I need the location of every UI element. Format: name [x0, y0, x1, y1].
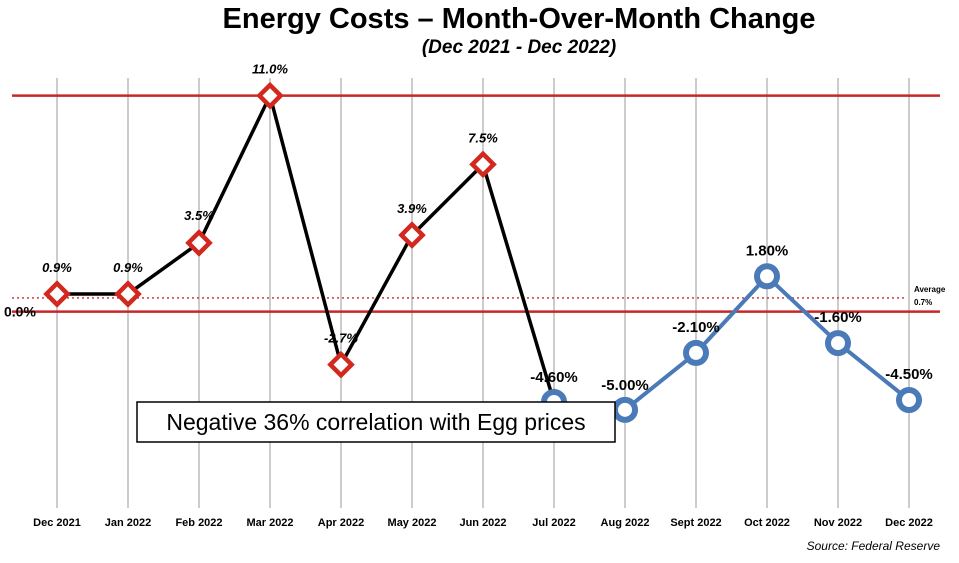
series-line — [57, 93, 556, 403]
ring-marker — [896, 387, 922, 414]
data-label: 11.0% — [252, 62, 288, 77]
data-label: 0.9% — [113, 260, 143, 275]
chart-subtitle: (Dec 2021 - Dec 2022) — [422, 37, 616, 58]
data-label: -4.60% — [530, 369, 578, 386]
x-tick-label: Apr 2022 — [318, 517, 364, 529]
ring-marker — [825, 330, 851, 357]
ring-marker — [612, 396, 638, 423]
x-tick-label: Nov 2022 — [814, 517, 862, 529]
diamond-marker — [327, 350, 355, 379]
x-tick-label: Feb 2022 — [175, 517, 222, 529]
diamond-marker — [469, 150, 497, 179]
x-tick-label: Mar 2022 — [246, 517, 293, 529]
x-tick-label: Dec 2021 — [33, 517, 81, 529]
annotation-text: Negative 36% correlation with Egg prices — [166, 409, 585, 435]
x-tick-label: May 2022 — [388, 517, 437, 529]
diamond-marker — [398, 221, 426, 249]
data-label: 3.5% — [184, 208, 214, 223]
grid-layer — [56, 78, 910, 508]
x-tick-label: Jan 2022 — [105, 517, 151, 529]
ring-marker — [754, 263, 780, 290]
data-label: 0.9% — [42, 260, 72, 275]
data-label: 3.9% — [397, 201, 427, 216]
data-label: -2.10% — [672, 319, 720, 336]
average-label: Average — [914, 285, 946, 294]
series-markers — [43, 81, 922, 423]
x-tick-label: Jul 2022 — [532, 517, 575, 529]
data-label: 1.80% — [746, 242, 789, 259]
average-value-label: 0.7% — [914, 298, 932, 307]
data-label: -5.00% — [601, 377, 649, 394]
x-tick-label: Oct 2022 — [744, 517, 790, 529]
x-tick-label: Aug 2022 — [601, 517, 650, 529]
data-labels: 0.9% 0.9% 3.5% 11.0% -2.7% 3.9% 7.5% -4.60% -5.0… — [42, 62, 933, 394]
x-tick-label: Jun 2022 — [459, 517, 506, 529]
source-note: Source: Federal Reserve — [807, 539, 941, 553]
x-axis-ticks: Dec 2021 Jan 2022 Feb 2022 Mar 2022 Apr 2022… — [33, 517, 933, 529]
diamond-marker — [43, 280, 71, 308]
zero-label: 0.0% — [4, 304, 36, 320]
data-label: -4.50% — [885, 366, 933, 383]
diamond-marker — [114, 280, 142, 308]
data-label: 7.5% — [468, 130, 498, 145]
ring-marker — [683, 339, 709, 366]
data-label: -2.7% — [324, 331, 358, 346]
diamond-marker — [256, 81, 284, 110]
annotation-box: Negative 36% correlation with Egg prices — [136, 401, 616, 443]
x-tick-label: Sept 2022 — [670, 517, 721, 529]
reference-lines: 0.0% Average 0.7% — [4, 94, 946, 320]
annotation-frame — [136, 401, 616, 443]
data-label: -1.60% — [814, 309, 862, 326]
x-tick-label: Dec 2022 — [885, 517, 933, 529]
chart-title: Energy Costs – Month-Over-Month Change — [223, 3, 816, 35]
diamond-marker — [185, 229, 213, 257]
